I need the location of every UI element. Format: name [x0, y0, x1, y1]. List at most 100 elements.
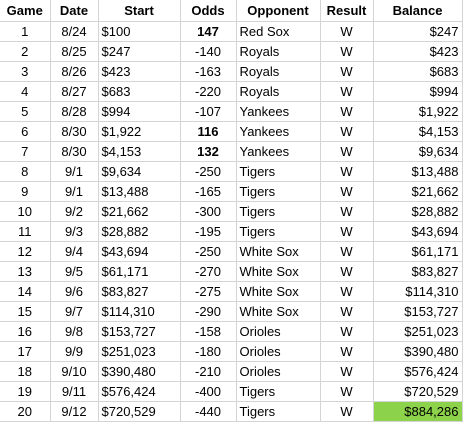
cell-date[interactable]: 8/28: [50, 101, 99, 122]
cell-game[interactable]: 13: [0, 261, 51, 283]
cell-result[interactable]: W: [320, 381, 374, 403]
cell-balance[interactable]: $423: [373, 41, 463, 62]
cell-game[interactable]: 8: [0, 161, 51, 182]
cell-start[interactable]: $994: [98, 101, 181, 122]
header-start[interactable]: Start: [98, 0, 181, 22]
cell-game[interactable]: 9: [0, 181, 51, 202]
cell-opponent[interactable]: Yankees: [236, 121, 321, 142]
cell-balance[interactable]: $21,662: [373, 181, 463, 202]
cell-odds[interactable]: -250: [180, 161, 237, 182]
cell-balance[interactable]: $683: [373, 61, 463, 82]
cell-opponent[interactable]: Orioles: [236, 321, 321, 343]
cell-balance[interactable]: $13,488: [373, 161, 463, 182]
cell-opponent[interactable]: Tigers: [236, 401, 321, 423]
header-game[interactable]: Game: [0, 0, 51, 22]
cell-result[interactable]: W: [320, 401, 374, 423]
cell-balance[interactable]: $576,424: [373, 361, 463, 383]
cell-game[interactable]: 2: [0, 41, 51, 62]
header-balance[interactable]: Balance: [373, 0, 463, 22]
cell-start[interactable]: $28,882: [98, 221, 181, 243]
cell-odds[interactable]: -250: [180, 241, 237, 263]
cell-opponent[interactable]: Tigers: [236, 201, 321, 222]
cell-result[interactable]: W: [320, 161, 374, 182]
cell-date[interactable]: 8/24: [50, 21, 99, 42]
cell-start[interactable]: $43,694: [98, 241, 181, 263]
cell-date[interactable]: 8/27: [50, 81, 99, 102]
cell-game[interactable]: 6: [0, 121, 51, 142]
cell-opponent[interactable]: Royals: [236, 81, 321, 102]
cell-result[interactable]: W: [320, 101, 374, 122]
cell-opponent[interactable]: Tigers: [236, 181, 321, 202]
cell-game[interactable]: 4: [0, 81, 51, 102]
cell-opponent[interactable]: Royals: [236, 61, 321, 82]
cell-start[interactable]: $1,922: [98, 121, 181, 142]
cell-odds[interactable]: -210: [180, 361, 237, 383]
cell-date[interactable]: 9/8: [50, 321, 99, 343]
cell-odds[interactable]: 116: [180, 121, 237, 142]
cell-start[interactable]: $114,310: [98, 301, 181, 323]
cell-result[interactable]: W: [320, 81, 374, 102]
cell-result[interactable]: W: [320, 61, 374, 82]
cell-start[interactable]: $13,488: [98, 181, 181, 202]
cell-start[interactable]: $83,827: [98, 281, 181, 303]
cell-balance[interactable]: $28,882: [373, 201, 463, 222]
cell-date[interactable]: 9/7: [50, 301, 99, 323]
cell-opponent[interactable]: Royals: [236, 41, 321, 62]
cell-date[interactable]: 9/5: [50, 261, 99, 283]
cell-opponent[interactable]: Orioles: [236, 341, 321, 363]
cell-odds[interactable]: -270: [180, 261, 237, 283]
cell-odds[interactable]: -140: [180, 41, 237, 62]
cell-balance[interactable]: $390,480: [373, 341, 463, 363]
cell-start[interactable]: $9,634: [98, 161, 181, 182]
cell-start[interactable]: $390,480: [98, 361, 181, 383]
cell-result[interactable]: W: [320, 281, 374, 303]
cell-odds[interactable]: -300: [180, 201, 237, 222]
cell-odds[interactable]: -290: [180, 301, 237, 323]
cell-odds[interactable]: -180: [180, 341, 237, 363]
cell-result[interactable]: W: [320, 341, 374, 363]
cell-balance[interactable]: $114,310: [373, 281, 463, 303]
cell-start[interactable]: $21,662: [98, 201, 181, 222]
cell-date[interactable]: 9/3: [50, 221, 99, 243]
cell-balance[interactable]: $4,153: [373, 121, 463, 142]
cell-balance[interactable]: $153,727: [373, 301, 463, 323]
cell-result[interactable]: W: [320, 21, 374, 42]
header-odds[interactable]: Odds: [180, 0, 237, 22]
cell-opponent[interactable]: White Sox: [236, 241, 321, 263]
cell-game[interactable]: 7: [0, 141, 51, 162]
cell-odds[interactable]: -163: [180, 61, 237, 82]
cell-start[interactable]: $251,023: [98, 341, 181, 363]
cell-date[interactable]: 8/25: [50, 41, 99, 62]
cell-balance[interactable]: $247: [373, 21, 463, 42]
cell-result[interactable]: W: [320, 201, 374, 222]
cell-balance[interactable]: $61,171: [373, 241, 463, 263]
cell-odds[interactable]: -400: [180, 381, 237, 403]
cell-result[interactable]: W: [320, 261, 374, 283]
cell-result[interactable]: W: [320, 121, 374, 142]
cell-start[interactable]: $576,424: [98, 381, 181, 403]
cell-balance[interactable]: $251,023: [373, 321, 463, 343]
header-opponent[interactable]: Opponent: [236, 0, 321, 22]
cell-start[interactable]: $153,727: [98, 321, 181, 343]
cell-game[interactable]: 18: [0, 361, 51, 383]
cell-balance[interactable]: $83,827: [373, 261, 463, 283]
cell-date[interactable]: 9/12: [50, 401, 99, 423]
cell-result[interactable]: W: [320, 361, 374, 383]
cell-game[interactable]: 3: [0, 61, 51, 82]
cell-odds[interactable]: -165: [180, 181, 237, 202]
cell-game[interactable]: 11: [0, 221, 51, 243]
cell-date[interactable]: 8/30: [50, 121, 99, 142]
cell-opponent[interactable]: White Sox: [236, 261, 321, 283]
cell-result[interactable]: W: [320, 221, 374, 243]
cell-balance[interactable]: $9,634: [373, 141, 463, 162]
cell-odds[interactable]: -440: [180, 401, 237, 423]
cell-odds[interactable]: -220: [180, 81, 237, 102]
cell-start[interactable]: $720,529: [98, 401, 181, 423]
cell-result[interactable]: W: [320, 241, 374, 263]
cell-result[interactable]: W: [320, 141, 374, 162]
cell-start[interactable]: $4,153: [98, 141, 181, 162]
cell-start[interactable]: $423: [98, 61, 181, 82]
cell-date[interactable]: 8/26: [50, 61, 99, 82]
cell-date[interactable]: 9/1: [50, 181, 99, 202]
cell-date[interactable]: 9/10: [50, 361, 99, 383]
